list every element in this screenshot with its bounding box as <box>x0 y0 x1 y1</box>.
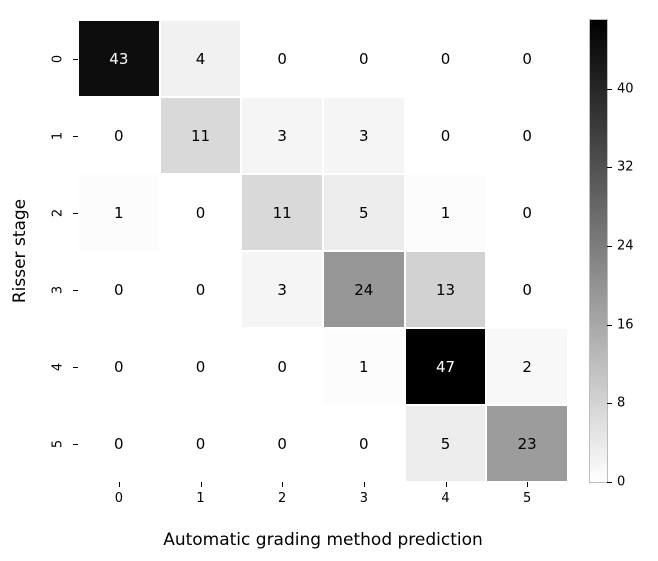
heatmap-cell: 11 <box>241 174 323 251</box>
confusion-matrix-figure: Risser stage Automatic grading method pr… <box>0 0 658 561</box>
heatmap-cell: 3 <box>323 97 405 174</box>
colorbar <box>590 20 607 482</box>
heatmap-cell: 0 <box>486 251 568 328</box>
colorbar-tick-mark <box>607 167 612 168</box>
x-tick-label: 4 <box>441 491 449 506</box>
y-tick-label: 3 <box>51 285 66 293</box>
y-tick-label: 5 <box>51 439 66 447</box>
x-tick-mark <box>119 482 120 487</box>
y-tick-mark <box>73 59 78 60</box>
x-tick-mark <box>201 482 202 487</box>
x-axis-label: Automatic grading method prediction <box>163 530 483 550</box>
x-tick-label: 5 <box>523 491 531 506</box>
heatmap-cell: 13 <box>405 251 487 328</box>
x-tick-label: 3 <box>360 491 368 506</box>
y-tick-mark <box>73 213 78 214</box>
heatmap-cell: 5 <box>323 174 405 251</box>
heatmap-cell: 0 <box>486 97 568 174</box>
colorbar-tick-label: 16 <box>617 317 634 332</box>
x-tick-mark <box>282 482 283 487</box>
heatmap-cell: 0 <box>486 174 568 251</box>
heatmap-cell: 0 <box>78 328 160 405</box>
heatmap-cell: 47 <box>405 328 487 405</box>
colorbar-gradient <box>590 20 607 482</box>
heatmap-cell: 0 <box>160 174 242 251</box>
y-tick-mark <box>73 367 78 368</box>
y-tick-mark <box>73 444 78 445</box>
colorbar-tick-label: 0 <box>617 475 625 490</box>
heatmap-cell: 11 <box>160 97 242 174</box>
x-tick-label: 1 <box>196 491 204 506</box>
heatmap-cell: 0 <box>160 405 242 482</box>
heatmap-cell: 0 <box>486 20 568 97</box>
y-tick-mark <box>73 290 78 291</box>
colorbar-tick-mark <box>607 89 612 90</box>
x-tick-mark <box>364 482 365 487</box>
y-tick-label: 4 <box>51 362 66 370</box>
colorbar-tick-label: 32 <box>617 160 634 175</box>
colorbar-tick-mark <box>607 482 612 483</box>
heatmap-cell: 3 <box>241 251 323 328</box>
x-tick-label: 2 <box>278 491 286 506</box>
heatmap-cell: 0 <box>241 405 323 482</box>
heatmap-cell: 0 <box>78 97 160 174</box>
heatmap-cell: 4 <box>160 20 242 97</box>
heatmap-cell: 0 <box>160 328 242 405</box>
y-tick-mark <box>73 136 78 137</box>
colorbar-tick-label: 8 <box>617 396 625 411</box>
heatmap-cell: 0 <box>405 97 487 174</box>
x-tick-mark <box>446 482 447 487</box>
heatmap-cell: 0 <box>323 20 405 97</box>
heatmap-cell: 43 <box>78 20 160 97</box>
heatmap-cell: 23 <box>486 405 568 482</box>
heatmap-plot-area: 4340000011330010115100032413000014720000… <box>78 20 568 482</box>
heatmap-cell: 5 <box>405 405 487 482</box>
heatmap-cell: 2 <box>486 328 568 405</box>
x-tick-mark <box>527 482 528 487</box>
colorbar-tick-label: 40 <box>617 81 634 96</box>
heatmap-cell: 0 <box>241 20 323 97</box>
colorbar-tick-mark <box>607 403 612 404</box>
heatmap-cell: 0 <box>323 405 405 482</box>
heatmap-cell: 1 <box>323 328 405 405</box>
y-tick-label: 2 <box>51 208 66 216</box>
colorbar-tick-mark <box>607 325 612 326</box>
heatmap-cell: 0 <box>160 251 242 328</box>
heatmap-cell: 0 <box>241 328 323 405</box>
heatmap-cell: 3 <box>241 97 323 174</box>
y-axis-label: Risser stage <box>10 199 30 303</box>
y-tick-label: 0 <box>51 54 66 62</box>
colorbar-tick-mark <box>607 246 612 247</box>
y-tick-label: 1 <box>51 131 66 139</box>
x-tick-label: 0 <box>115 491 123 506</box>
heatmap-cell: 1 <box>405 174 487 251</box>
heatmap-cell: 1 <box>78 174 160 251</box>
heatmap-cell: 24 <box>323 251 405 328</box>
colorbar-tick-label: 24 <box>617 239 634 254</box>
heatmap-cell: 0 <box>78 251 160 328</box>
heatmap-cell: 0 <box>78 405 160 482</box>
heatmap-grid: 4340000011330010115100032413000014720000… <box>78 20 568 482</box>
heatmap-cell: 0 <box>405 20 487 97</box>
